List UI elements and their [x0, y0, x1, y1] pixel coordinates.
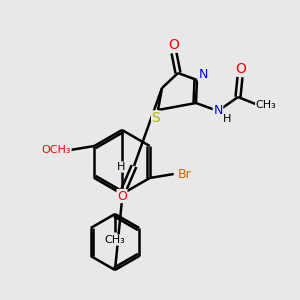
- Text: N: N: [213, 104, 223, 118]
- Text: CH₃: CH₃: [256, 100, 276, 110]
- Text: CH₃: CH₃: [105, 235, 125, 245]
- Text: OCH₃: OCH₃: [41, 145, 71, 155]
- Text: Br: Br: [178, 167, 192, 181]
- Text: H: H: [117, 162, 125, 172]
- Text: H: H: [223, 114, 231, 124]
- Text: O: O: [117, 190, 127, 202]
- Text: O: O: [236, 62, 246, 76]
- Text: S: S: [152, 111, 160, 125]
- Text: N: N: [198, 68, 208, 82]
- Text: O: O: [169, 38, 179, 52]
